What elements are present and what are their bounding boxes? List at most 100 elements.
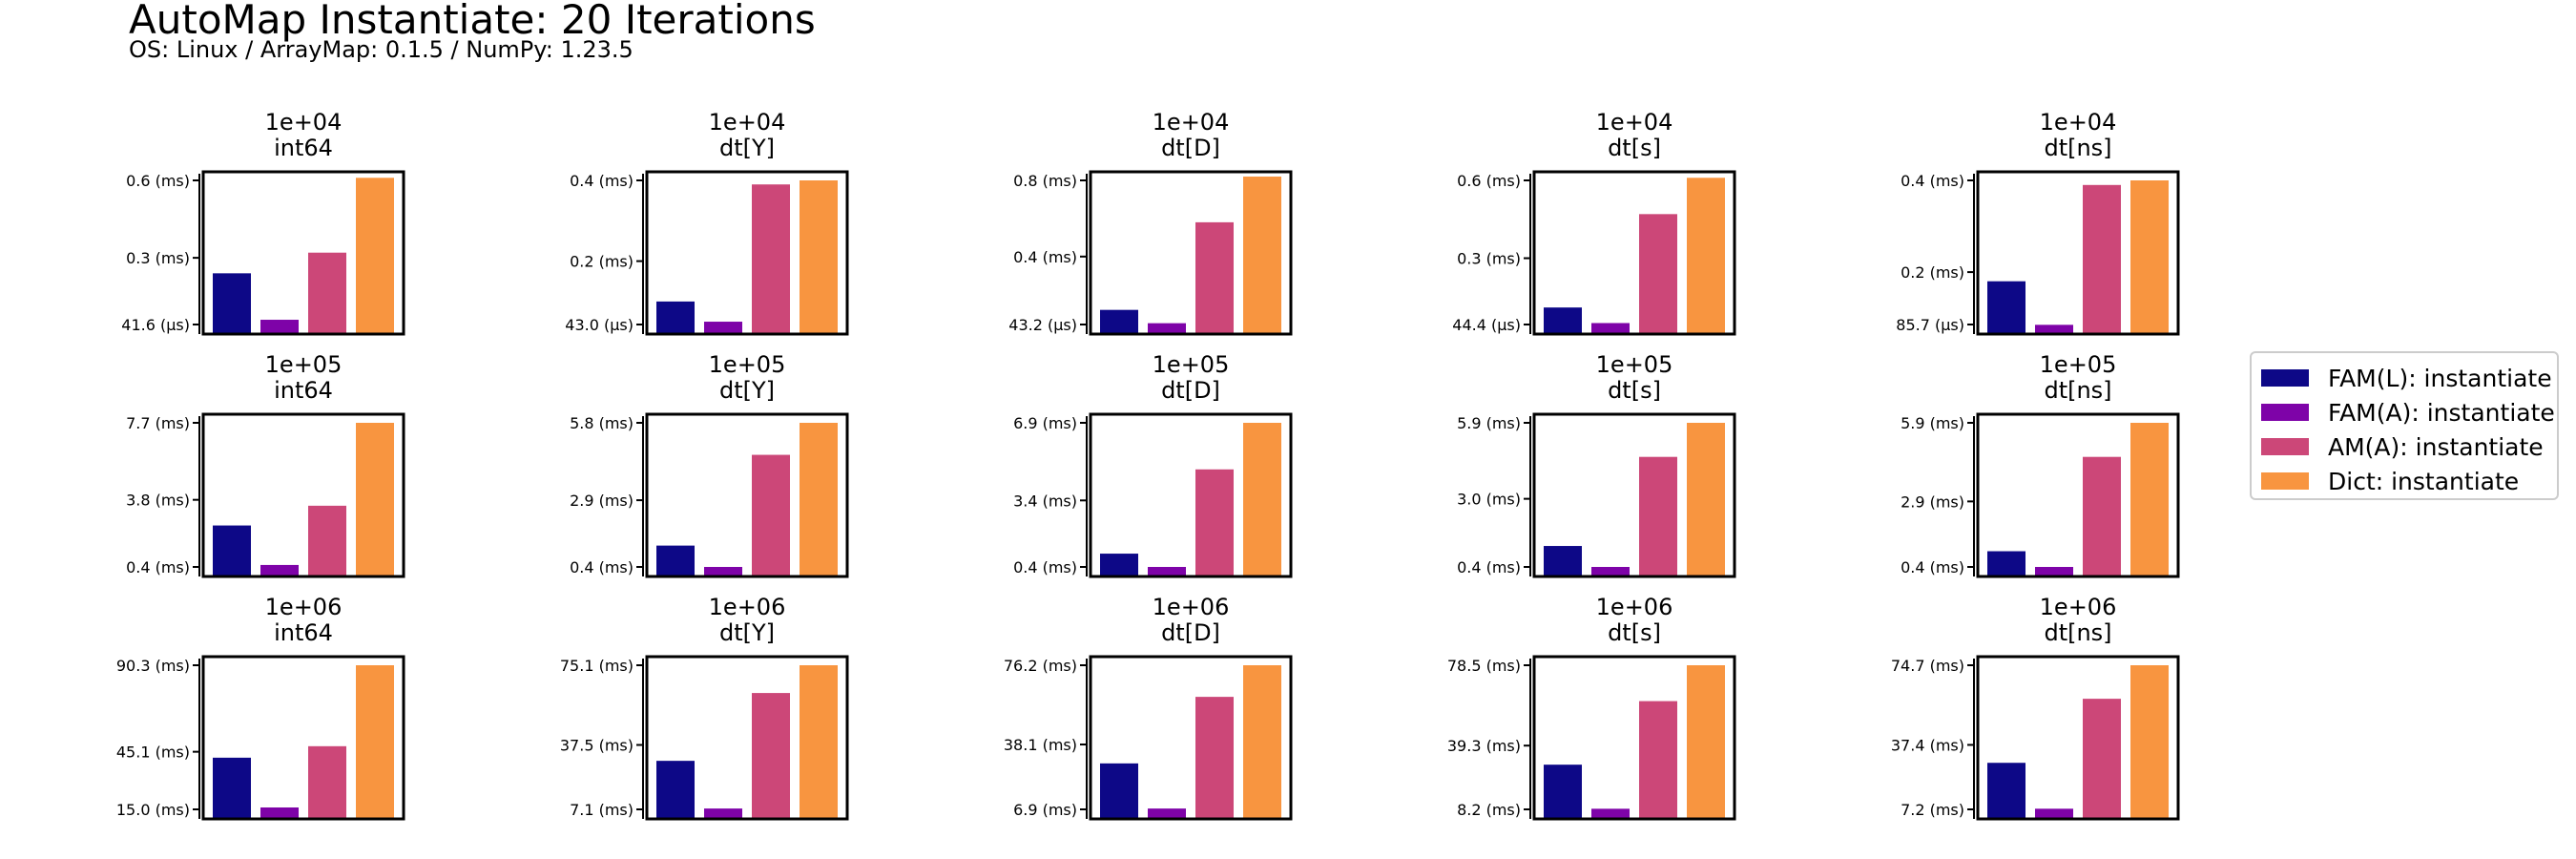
subplot-title-size: 1e+06 xyxy=(1153,594,1230,620)
y-tick-label: 0.4 (ms) xyxy=(1901,172,1964,190)
legend-label: Dict: instantiate xyxy=(2328,467,2520,495)
subplot-title-size: 1e+04 xyxy=(2040,109,2117,136)
subplot-title-dtype: dt[ns] xyxy=(2044,135,2111,161)
subplot-title-dtype: dt[ns] xyxy=(2044,619,2111,646)
bar xyxy=(308,252,346,334)
y-tick-label: 0.4 (ms) xyxy=(570,172,634,190)
y-tick-label: 74.7 (ms) xyxy=(1891,657,1964,675)
y-tick-label: 43.0 (µs) xyxy=(565,316,634,334)
bar xyxy=(356,423,394,576)
y-tick-label: 8.2 (ms) xyxy=(1457,801,1521,819)
subplot-title-dtype: dt[ns] xyxy=(2044,377,2111,404)
y-tick-label: 75.1 (ms) xyxy=(560,657,634,675)
subplot-title-size: 1e+05 xyxy=(709,351,786,378)
bar xyxy=(1148,323,1186,334)
bar xyxy=(752,454,790,576)
y-tick-label: 5.9 (ms) xyxy=(1901,414,1964,432)
axes-frame xyxy=(1089,170,1293,336)
y-tick-label: 37.5 (ms) xyxy=(560,736,634,754)
y-tick-label: 41.6 (µs) xyxy=(121,316,190,334)
subplot-title-dtype: dt[Y] xyxy=(719,619,775,646)
y-tick-label: 90.3 (ms) xyxy=(116,657,190,675)
bar xyxy=(1639,701,1677,819)
bar xyxy=(1243,665,1281,819)
bar xyxy=(260,807,299,819)
y-tick-label: 5.8 (ms) xyxy=(570,414,634,432)
bar xyxy=(1100,309,1138,334)
legend-swatch xyxy=(2261,472,2309,490)
y-tick-label: 2.9 (ms) xyxy=(1901,492,1964,511)
bar xyxy=(1100,554,1138,576)
y-tick-label: 7.7 (ms) xyxy=(126,414,190,432)
bar xyxy=(800,665,838,819)
bar xyxy=(1591,808,1630,819)
figure-subtitle: OS: Linux / ArrayMap: 0.1.5 / NumPy: 1.2… xyxy=(129,36,634,63)
bar xyxy=(2130,180,2169,334)
bar xyxy=(1987,551,2025,576)
subplot-title-dtype: int64 xyxy=(274,377,333,404)
y-tick-label: 0.4 (ms) xyxy=(1013,558,1077,576)
y-tick-label: 0.4 (ms) xyxy=(1901,558,1964,576)
y-tick-label: 15.0 (ms) xyxy=(116,801,190,819)
axes-frame xyxy=(1089,412,1293,578)
y-tick-label: 78.5 (ms) xyxy=(1447,657,1521,675)
y-tick-label: 3.8 (ms) xyxy=(126,492,190,510)
y-tick-label: 44.4 (µs) xyxy=(1452,316,1521,334)
bar xyxy=(800,423,838,576)
y-tick-label: 76.2 (ms) xyxy=(1004,657,1077,675)
subplot-title-dtype: dt[Y] xyxy=(719,377,775,404)
bar xyxy=(260,320,299,334)
axes-frame xyxy=(645,655,849,821)
bar xyxy=(1148,567,1186,576)
bar xyxy=(1987,281,2025,334)
y-tick-label: 7.1 (ms) xyxy=(570,801,634,819)
bar xyxy=(704,567,742,576)
subplot-title-dtype: dt[Y] xyxy=(719,135,775,161)
bar xyxy=(2035,567,2073,576)
bar xyxy=(356,178,394,334)
y-tick-label: 0.4 (ms) xyxy=(1457,558,1521,576)
legend-label: FAM(L): instantiate xyxy=(2328,364,2552,392)
subplot-title-size: 1e+05 xyxy=(265,351,343,378)
bar xyxy=(308,745,346,819)
y-tick-label: 39.3 (ms) xyxy=(1447,737,1521,755)
bar xyxy=(213,525,251,576)
y-tick-label: 6.9 (ms) xyxy=(1013,414,1077,432)
legend-label: FAM(A): instantiate xyxy=(2328,398,2555,427)
bar xyxy=(1544,765,1582,819)
subplot-title-size: 1e+04 xyxy=(709,109,786,136)
subplot-title-size: 1e+04 xyxy=(1596,109,1673,136)
bar xyxy=(1591,323,1630,334)
y-tick-label: 43.2 (µs) xyxy=(1008,316,1077,334)
subplot-title-size: 1e+04 xyxy=(265,109,343,136)
bar xyxy=(1544,307,1582,334)
subplot-title-dtype: dt[D] xyxy=(1161,135,1220,161)
bar xyxy=(2083,184,2121,334)
bar xyxy=(2130,665,2169,819)
bar xyxy=(752,693,790,819)
y-tick-label: 85.7 (µs) xyxy=(1896,316,1964,334)
legend-item: AM(A): instantiate xyxy=(2261,430,2557,464)
y-tick-label: 0.4 (ms) xyxy=(570,558,634,576)
bar xyxy=(2130,423,2169,576)
axes-frame xyxy=(1532,655,1736,821)
axes-frame xyxy=(1976,655,2180,821)
bar xyxy=(800,180,838,334)
bar xyxy=(1195,221,1234,334)
bar xyxy=(1148,808,1186,819)
subplot-title-dtype: dt[s] xyxy=(1608,619,1661,646)
axes-frame xyxy=(1532,412,1736,578)
bar xyxy=(1243,423,1281,576)
bar xyxy=(1100,763,1138,819)
bar xyxy=(704,322,742,334)
bar xyxy=(752,184,790,334)
bar xyxy=(1639,456,1677,576)
